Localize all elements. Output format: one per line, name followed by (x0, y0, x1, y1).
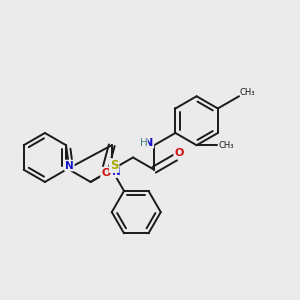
Text: CH₃: CH₃ (240, 88, 255, 97)
Text: N: N (112, 167, 121, 177)
Text: O: O (101, 168, 110, 178)
Text: H: H (140, 138, 147, 148)
Text: S: S (110, 159, 118, 172)
Text: CH₃: CH₃ (218, 141, 234, 150)
Text: O: O (174, 148, 184, 158)
Text: N: N (65, 160, 74, 170)
Text: N: N (144, 138, 153, 148)
